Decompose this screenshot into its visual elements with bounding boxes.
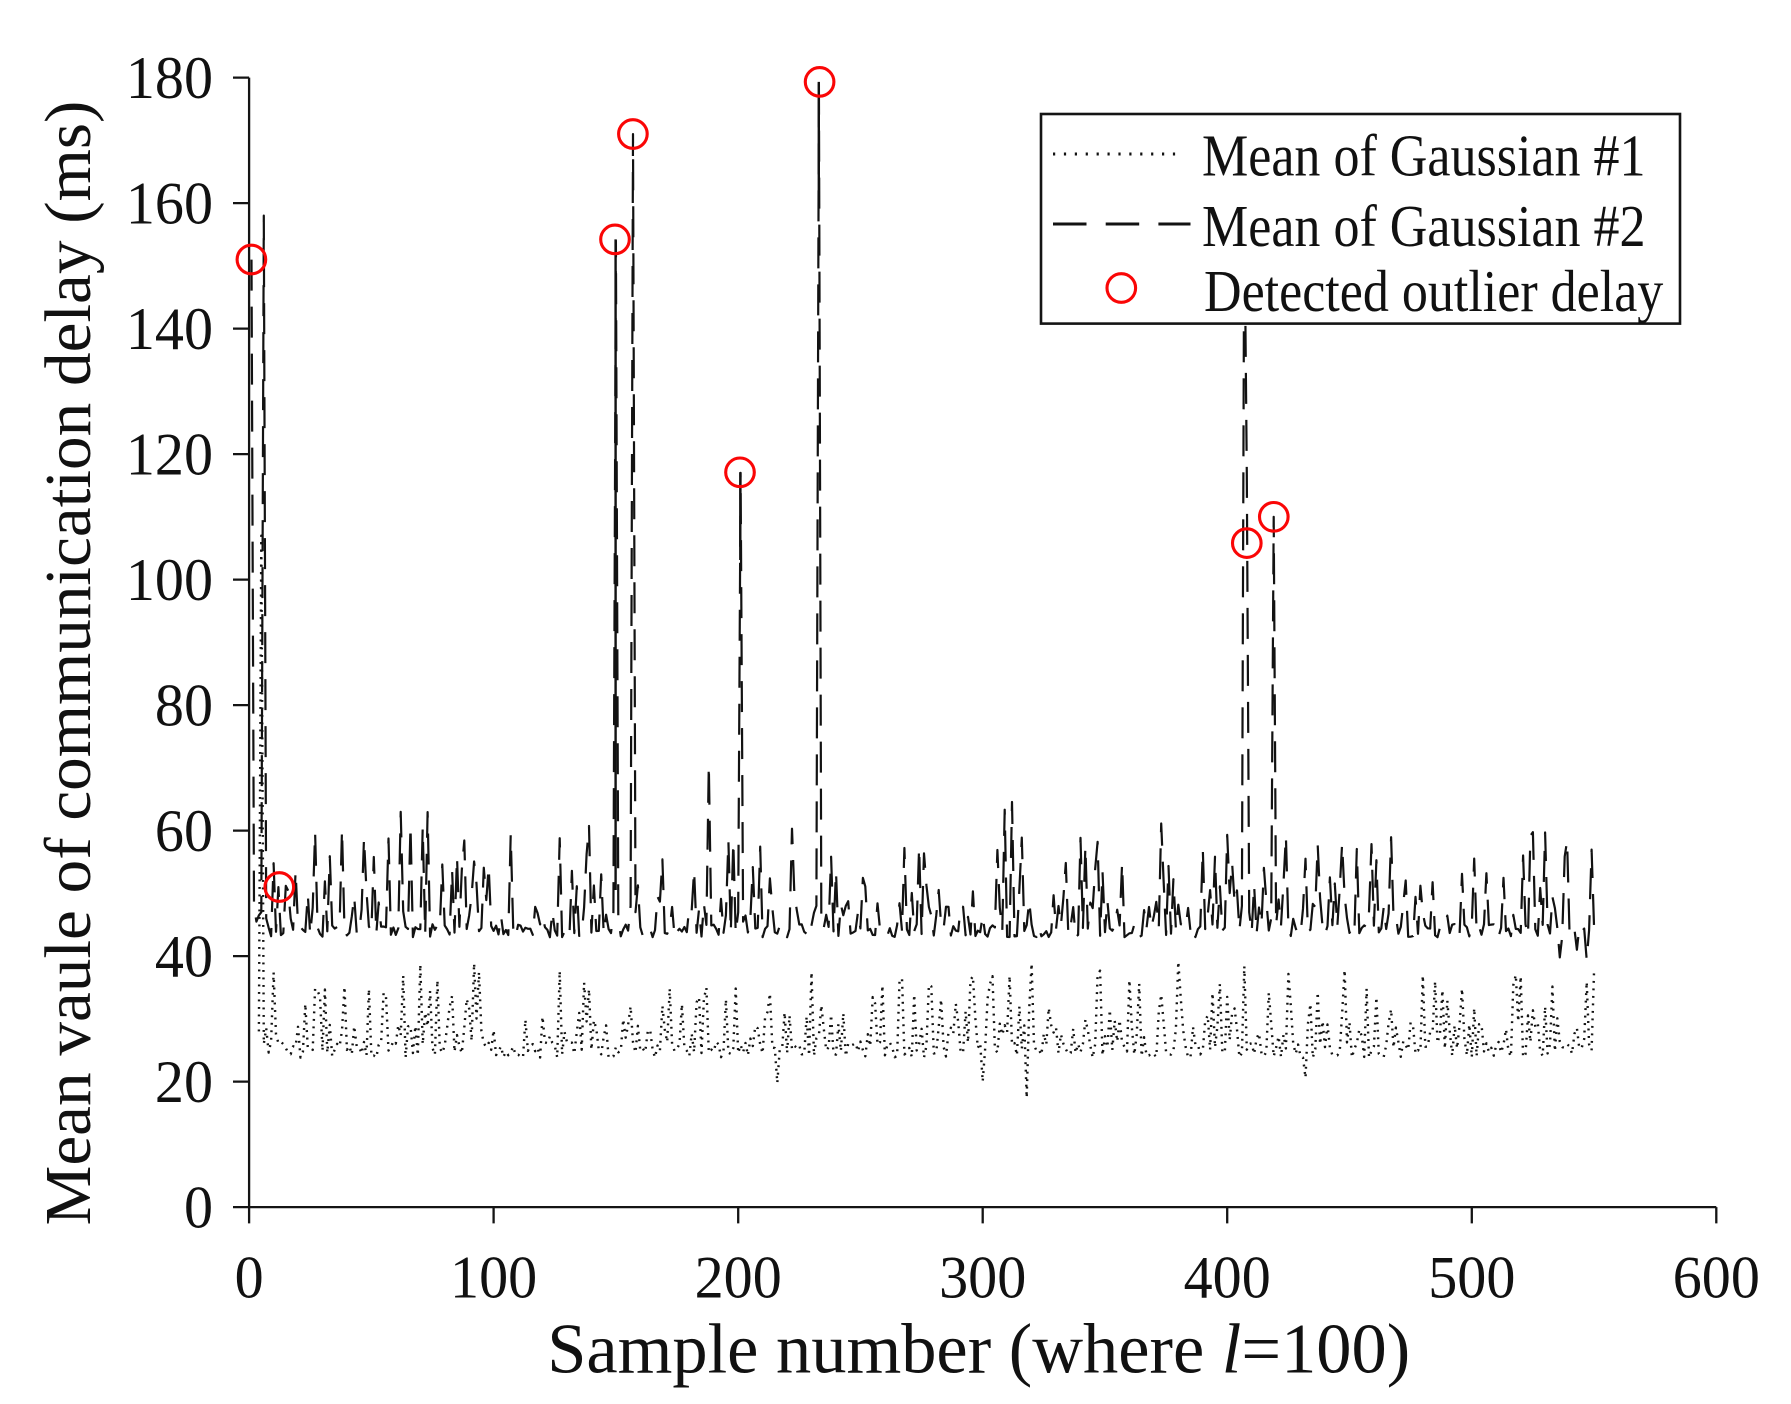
svg-text:80: 80 [155,671,213,738]
svg-text:0: 0 [235,1244,264,1311]
svg-text:Mean vaule of communication de: Mean vaule of communication delay (ms) [33,101,105,1226]
svg-text:40: 40 [155,922,213,989]
svg-text:140: 140 [126,295,213,362]
svg-text:Mean of Gaussian #1: Mean of Gaussian #1 [1202,124,1646,190]
svg-text:180: 180 [126,44,213,111]
svg-text:200: 200 [695,1244,782,1311]
svg-text:20: 20 [155,1048,213,1115]
svg-text:600: 600 [1673,1244,1760,1311]
svg-text:500: 500 [1428,1244,1515,1311]
svg-text:300: 300 [939,1244,1026,1311]
svg-text:100: 100 [450,1244,537,1311]
svg-text:Mean of Gaussian #2: Mean of Gaussian #2 [1202,194,1646,260]
svg-text:0: 0 [184,1173,213,1240]
svg-text:Sample number (where l=100): Sample number (where l=100) [547,1310,1410,1388]
svg-text:120: 120 [126,420,213,487]
svg-text:Detected outlier delay: Detected outlier delay [1204,259,1663,325]
svg-text:60: 60 [155,797,213,864]
svg-text:100: 100 [126,546,213,613]
svg-text:400: 400 [1184,1244,1271,1311]
svg-text:160: 160 [126,169,213,236]
